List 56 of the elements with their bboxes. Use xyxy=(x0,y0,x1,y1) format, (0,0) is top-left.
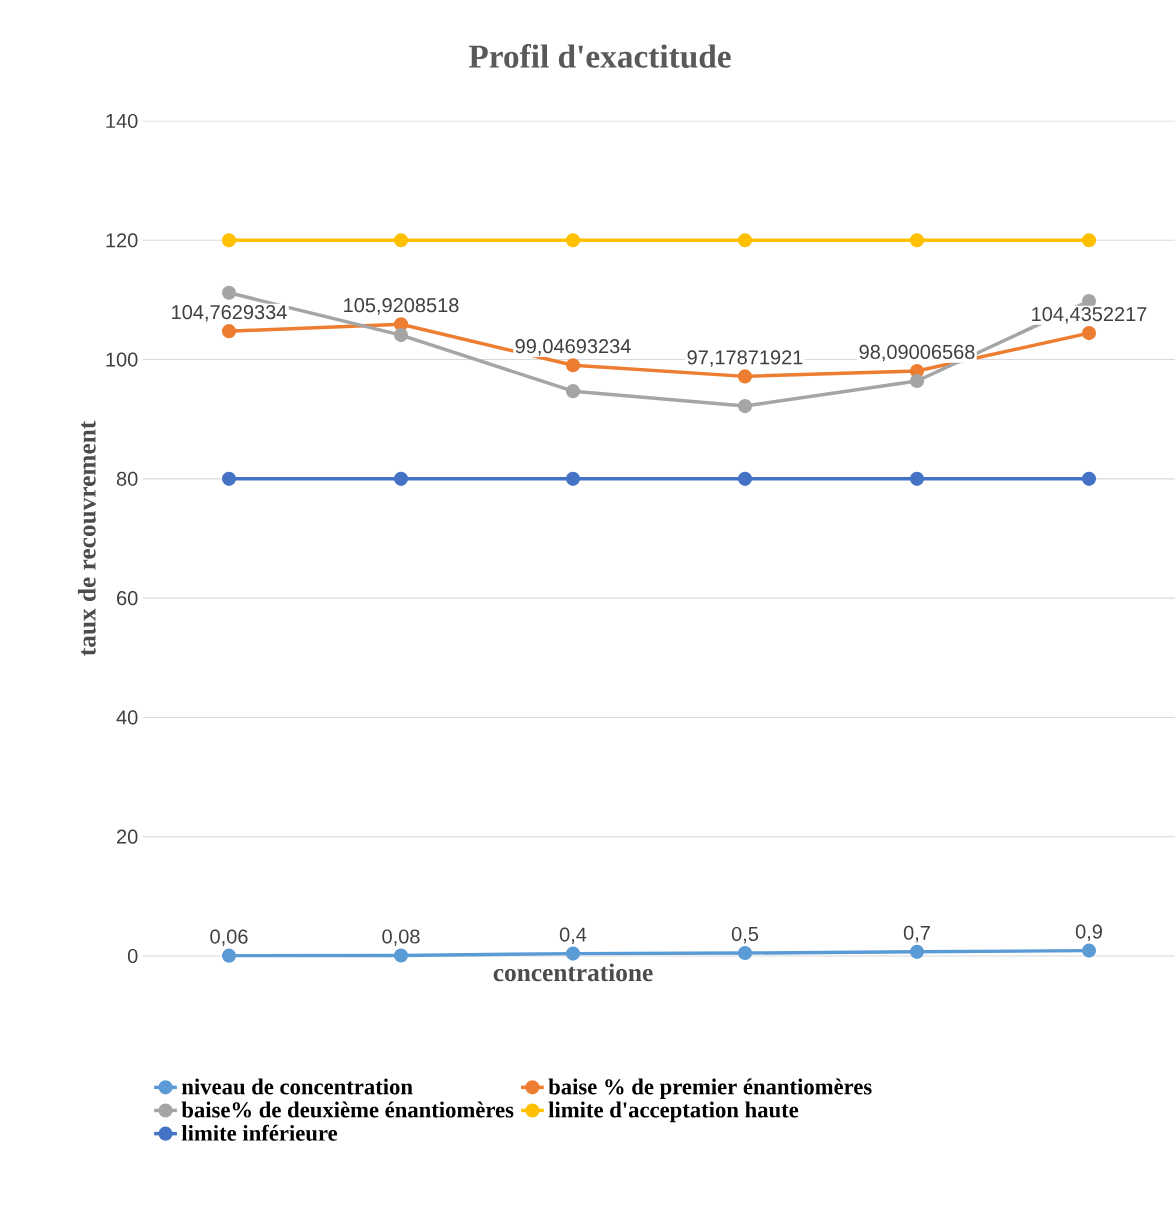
y-axis-title: taux de recouvrement xyxy=(77,420,96,656)
point xyxy=(1081,326,1097,341)
y-tick-label: 20 xyxy=(117,829,138,844)
y-tick-label: 80 xyxy=(116,471,138,486)
y-tick-label: 120 xyxy=(106,233,138,248)
point xyxy=(565,233,581,248)
point xyxy=(393,471,409,486)
point xyxy=(393,317,409,332)
point xyxy=(565,471,581,486)
point xyxy=(565,384,581,399)
data-label: 105,9208518 xyxy=(344,298,459,315)
point xyxy=(909,233,925,248)
data-label: 0,5 xyxy=(731,926,759,944)
point xyxy=(221,233,237,248)
x-axis-title: concentratione xyxy=(493,963,653,982)
y-tick-label: 0 xyxy=(127,948,138,964)
data-label: 0,06 xyxy=(210,929,248,947)
point xyxy=(393,948,409,963)
data-label: 0,4 xyxy=(559,927,587,944)
data-label: 0,7 xyxy=(903,925,930,943)
y-tick-label: 140 xyxy=(106,113,138,129)
point xyxy=(565,358,581,373)
data-label: 97,17871921 xyxy=(687,350,803,367)
point xyxy=(1081,233,1097,248)
point xyxy=(221,324,237,339)
point xyxy=(221,948,237,963)
data-label: 0,9 xyxy=(1075,924,1102,942)
point xyxy=(221,471,237,486)
y-tick-label: 100 xyxy=(106,352,138,367)
legend-label: baise% de deuxième énantiomères xyxy=(181,1101,514,1118)
point xyxy=(565,946,581,961)
point xyxy=(909,471,925,486)
legend-label: niveau de concentration xyxy=(181,1078,413,1095)
legend-label: limite d'acceptation haute xyxy=(548,1101,799,1123)
data-label: 98,09006568 xyxy=(859,344,975,362)
point xyxy=(737,369,753,384)
point xyxy=(393,328,409,343)
point xyxy=(737,399,753,414)
legend-label: baise % de premier énantiomères xyxy=(548,1078,872,1100)
point xyxy=(393,233,409,248)
point xyxy=(737,471,753,486)
y-tick-label: 60 xyxy=(117,591,138,606)
point xyxy=(1081,943,1097,958)
point xyxy=(221,285,237,300)
point xyxy=(1081,471,1097,486)
point xyxy=(909,944,925,959)
data-label: 0,08 xyxy=(382,929,420,946)
point xyxy=(737,945,753,961)
data-label: 104,4352217 xyxy=(1032,306,1147,324)
point xyxy=(737,233,753,248)
data-label: 99,04693234 xyxy=(515,339,631,356)
legend-label: limite inférieure xyxy=(181,1124,338,1141)
chart-title: Profil d'exactitude xyxy=(468,44,731,68)
data-label: 104,7629334 xyxy=(172,305,287,322)
point xyxy=(909,373,925,389)
y-tick-label: 40 xyxy=(116,710,138,725)
